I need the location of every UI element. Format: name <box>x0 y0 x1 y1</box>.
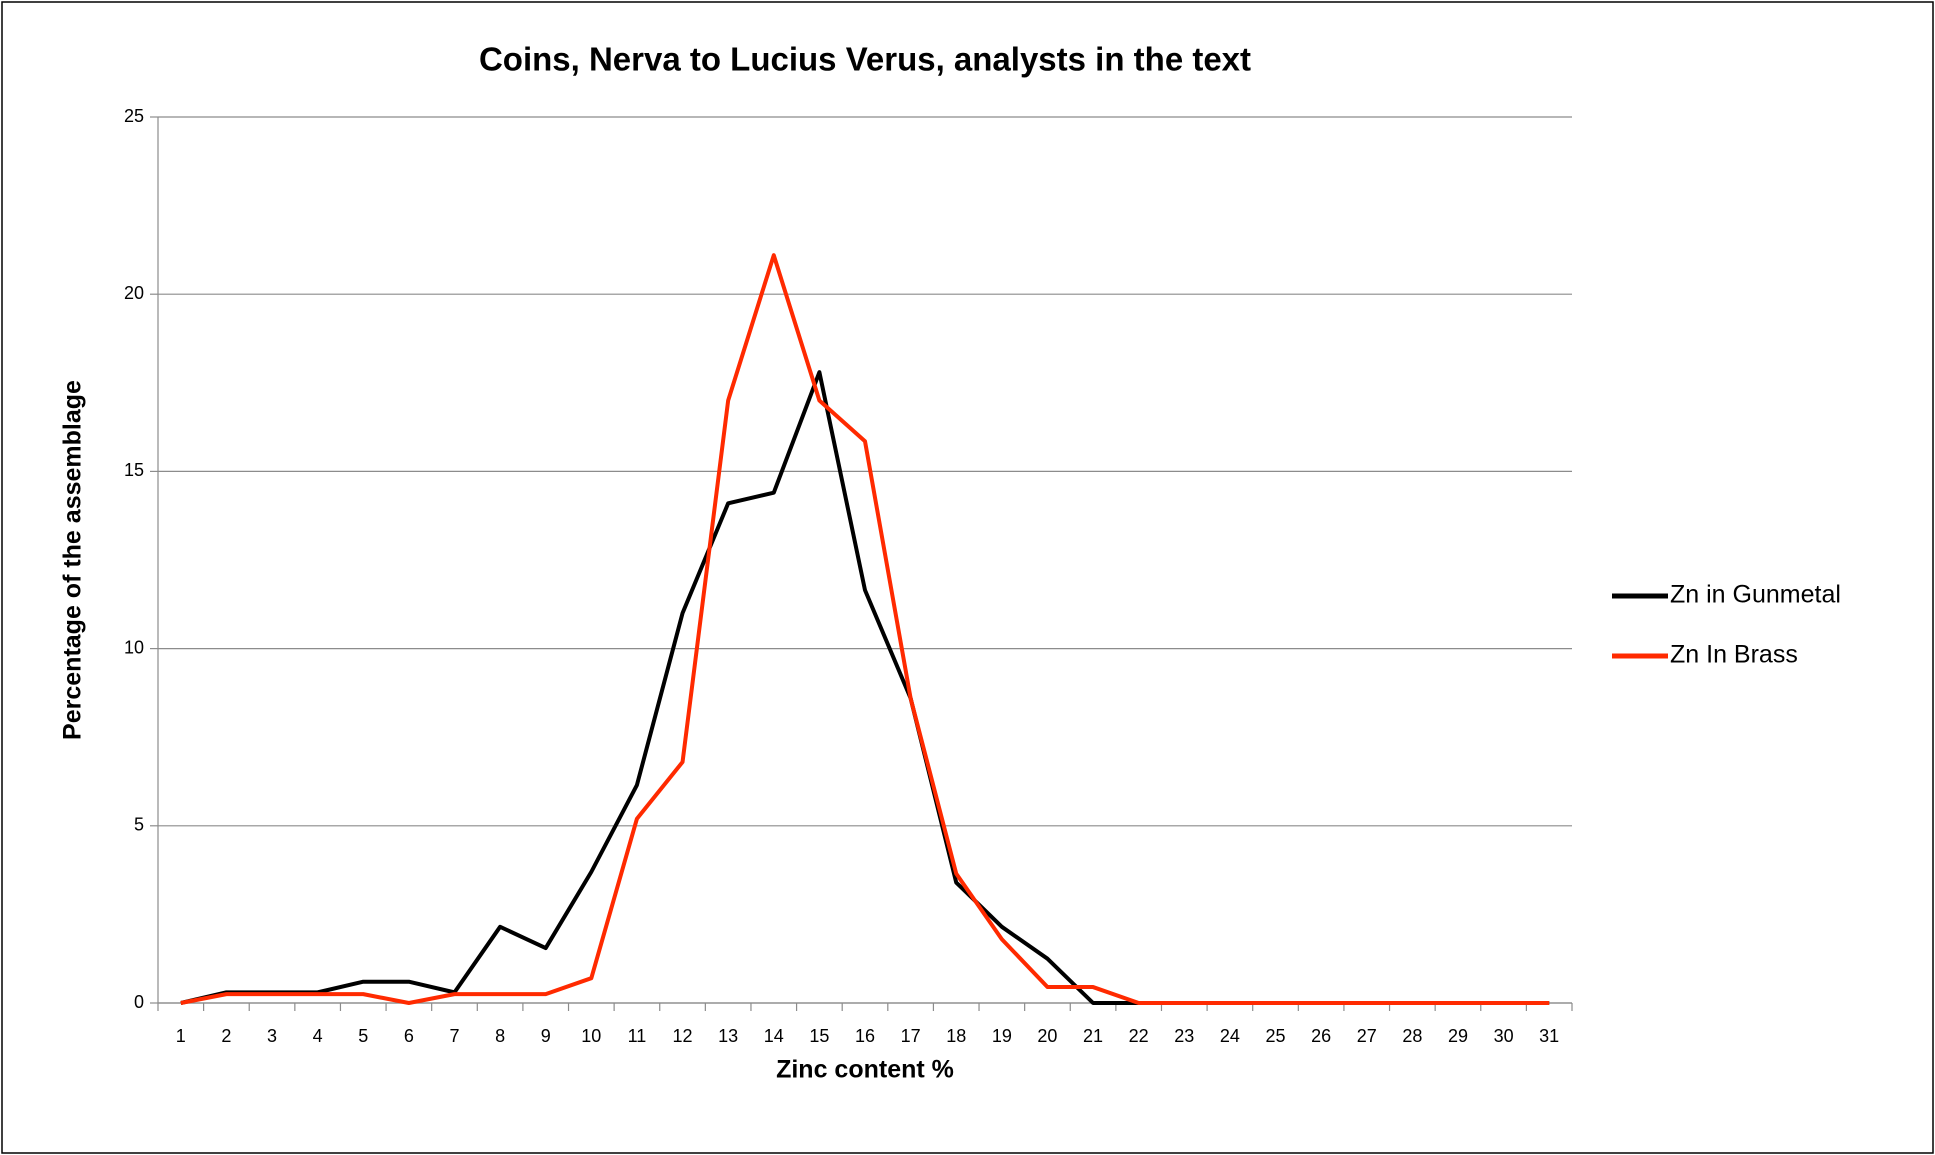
x-tick-label: 26 <box>1311 1026 1331 1046</box>
x-tick-label: 19 <box>992 1026 1012 1046</box>
x-tick-label: 13 <box>718 1026 738 1046</box>
x-tick-label: 27 <box>1357 1026 1377 1046</box>
x-tick-label: 22 <box>1129 1026 1149 1046</box>
x-tick-label: 6 <box>404 1026 414 1046</box>
legend-label: Zn In Brass <box>1670 641 1798 669</box>
y-tick-label: 25 <box>124 106 144 126</box>
x-tick-label: 31 <box>1539 1026 1559 1046</box>
y-tick-label: 20 <box>124 283 144 303</box>
x-tick-label: 23 <box>1174 1026 1194 1046</box>
x-tick-label: 24 <box>1220 1026 1240 1046</box>
x-tick-label: 7 <box>449 1026 459 1046</box>
x-tick-label: 28 <box>1402 1026 1422 1046</box>
y-tick-label: 0 <box>134 992 144 1012</box>
x-axis-title: Zinc content % <box>776 1056 954 1084</box>
x-tick-label: 3 <box>267 1026 277 1046</box>
x-tick-label: 8 <box>495 1026 505 1046</box>
x-tick-label: 17 <box>901 1026 921 1046</box>
x-tick-label: 16 <box>855 1026 875 1046</box>
y-tick-label: 15 <box>124 460 144 480</box>
chart-title: Coins, Nerva to Lucius Verus, analysts i… <box>479 41 1251 78</box>
x-tick-label: 15 <box>809 1026 829 1046</box>
y-axis-title: Percentage of the assemblage <box>59 380 87 740</box>
x-tick-label: 1 <box>176 1026 186 1046</box>
x-tick-label: 4 <box>313 1026 323 1046</box>
x-tick-label: 30 <box>1494 1026 1514 1046</box>
x-tick-label: 5 <box>358 1026 368 1046</box>
y-tick-label: 10 <box>124 637 144 657</box>
legend-label: Zn in Gunmetal <box>1670 581 1841 609</box>
x-tick-label: 9 <box>541 1026 551 1046</box>
y-tick-label: 5 <box>134 815 144 835</box>
x-tick-label: 18 <box>946 1026 966 1046</box>
x-tick-label: 12 <box>673 1026 693 1046</box>
x-tick-label: 14 <box>764 1026 784 1046</box>
x-tick-label: 11 <box>628 1026 647 1046</box>
x-tick-label: 25 <box>1266 1026 1286 1046</box>
x-tick-label: 10 <box>581 1026 601 1046</box>
x-tick-label: 21 <box>1083 1026 1103 1046</box>
line-series <box>180 253 1550 1005</box>
x-tick-label: 20 <box>1037 1026 1057 1046</box>
x-tick-label: 2 <box>221 1026 231 1046</box>
x-tick-label: 29 <box>1448 1026 1468 1046</box>
